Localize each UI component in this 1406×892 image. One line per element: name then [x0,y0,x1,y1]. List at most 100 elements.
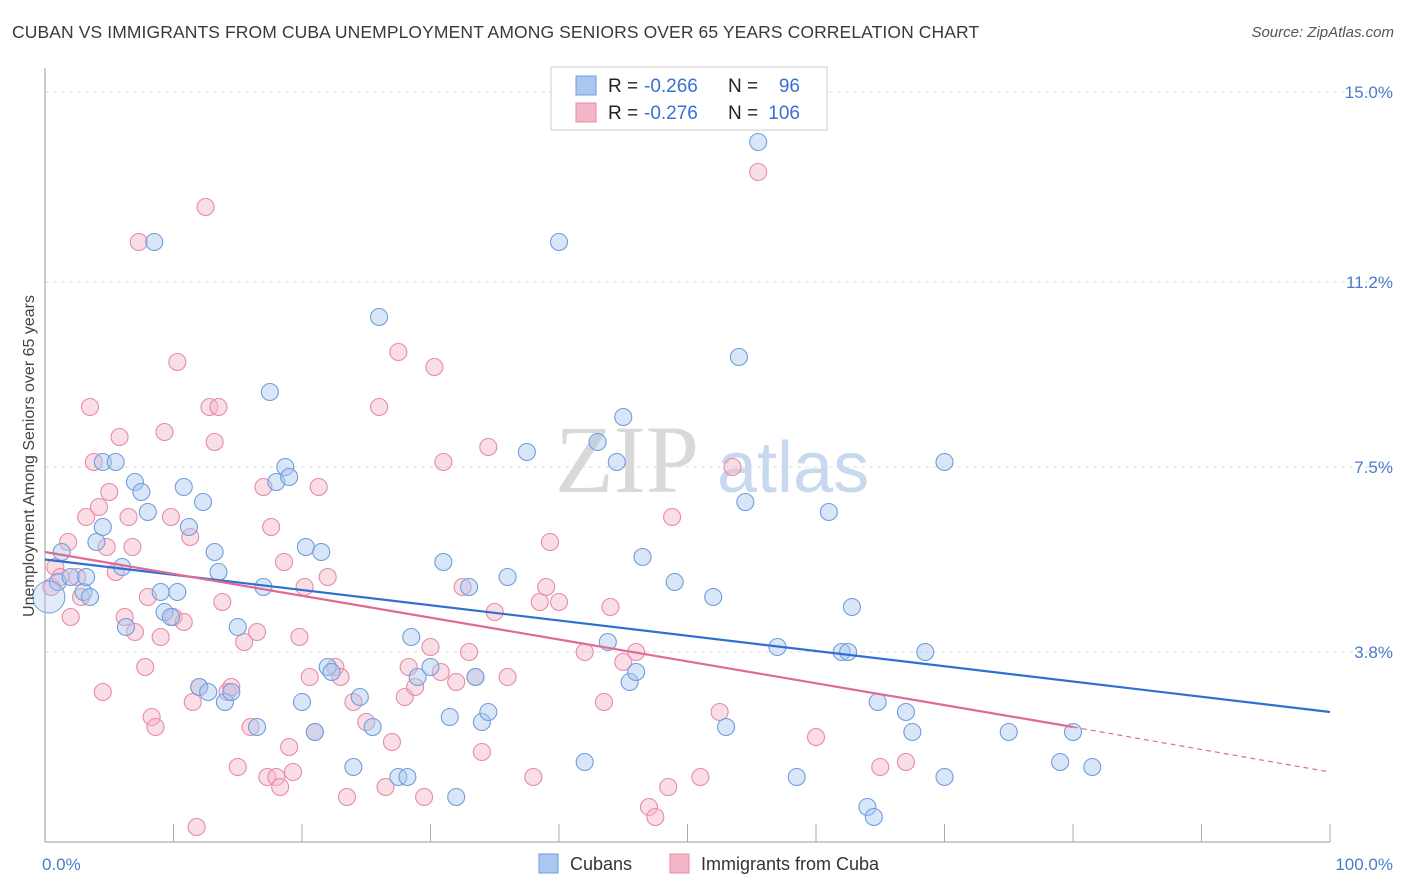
watermark: ZIP atlas [555,406,869,513]
y-axis-label: Unemployment Among Seniors over 65 years [21,295,38,617]
cubans-point-5 [80,587,100,607]
legend-r-value-1: -0.266 [644,76,698,97]
legend-swatch-cubans [575,75,597,96]
cubans-point-38 [305,722,324,742]
y-tick-label-3: 15.0% [1345,83,1393,102]
immigrants-point-7 [77,507,96,527]
cubans-point-4 [77,567,96,587]
cubans-point-11 [116,617,136,637]
immigrants-point-76 [434,452,453,472]
cubans-point-71 [716,717,736,737]
cubans-point-9 [106,452,125,472]
immigrants-point-96 [646,807,665,827]
cubans-point-56 [472,712,491,732]
immigrants-point-102 [749,162,768,182]
cubans-point-13 [132,482,151,502]
cubans-point-1 [52,542,71,562]
immigrants-point-105 [896,752,916,772]
immigrants-point-15 [110,427,129,447]
cubans-point-23 [194,492,213,512]
immigrants-point-35 [196,197,215,217]
immigrants-point-91 [594,692,614,712]
immigrants-point-23 [142,707,161,727]
legend-n-label-2: N = [728,103,758,124]
immigrants-point-4 [61,607,80,627]
series-legend-swatch-immigrants [669,853,690,874]
cubans-point-67 [627,662,646,682]
immigrants-point-26 [155,422,174,442]
cubans-point-19 [168,582,187,602]
cubans-point-21 [179,517,198,537]
immigrants-point-24 [146,717,165,737]
source-label: Source: ZipAtlas.com [1251,24,1394,41]
immigrants-point-78 [453,577,472,597]
cubans-point-15 [145,232,164,252]
immigrants-point-44 [241,717,260,737]
cubans-point-65 [614,407,633,427]
watermark-atlas: atlas [717,428,869,508]
cubans-point-24 [199,682,218,702]
cubans-point-22 [190,677,209,697]
immigrants-point-75 [431,662,450,682]
immigrants-point-89 [549,592,569,612]
immigrants-point-29 [168,352,187,372]
y-tick-label-2: 11.2% [1346,273,1393,292]
immigrants-point-45 [247,622,267,642]
cubans-point-72 [729,347,748,367]
immigrants-point-50 [271,777,290,797]
immigrants-point-54 [290,627,309,647]
cubans-point-8 [93,452,112,472]
immigrants-point-97 [659,777,678,797]
x-tick-label-1: 100.0% [1335,855,1393,874]
y-tick-label-0: 3.8% [1354,643,1393,662]
cubans-point-48 [402,627,421,647]
immigrants-point-68 [389,342,408,362]
immigrants-point-103 [806,727,826,747]
cubans-point-18 [161,607,180,627]
cubans-point-61 [575,752,594,772]
immigrants-point-65 [370,397,389,417]
immigrants-point-41 [222,677,241,697]
cubans-point-6 [87,532,106,552]
cubans-point-59 [517,442,536,462]
immigrants-point-37 [205,432,224,452]
cubans-point-76 [787,767,806,787]
immigrants-point-100 [710,702,729,722]
immigrants-point-55 [295,577,314,597]
immigrants-point-3 [59,532,78,552]
immigrants-point-49 [267,767,286,787]
cubans-point-52 [440,707,459,727]
immigrants-point-104 [871,757,890,777]
legend-n-value-1: 96 [779,76,800,97]
legend-r-label-2: R = [608,103,638,124]
cubans-point-54 [459,577,479,597]
stats-legend-box [550,66,828,131]
gridlines [45,91,1390,653]
cubans-point-62 [588,432,607,452]
immigrants-point-93 [614,652,633,672]
trend-line-immigrants [44,550,1074,729]
cubans-point-83 [868,692,887,712]
immigrants-point-66 [376,777,395,797]
immigrants-point-86 [530,592,549,612]
immigrants-point-20 [129,232,148,252]
immigrants-point-43 [235,632,254,652]
cubans-point-88 [935,767,954,787]
watermark-zip: ZIP [555,406,699,513]
cubans-point-84 [896,702,916,722]
cubans-point-74 [749,132,768,152]
immigrants-point-82 [479,437,498,457]
cubans-point-90 [1051,752,1070,772]
immigrants-point-77 [447,672,466,692]
cubans-point-49 [408,667,427,687]
cubans-point-27 [215,692,234,712]
cubans-point-92 [1083,757,1102,777]
cubans-point-73 [736,492,755,512]
immigrants-point-74 [425,357,444,377]
cubans-point-29 [228,617,247,637]
immigrants-point-72 [415,787,434,807]
series-legend-label-immigrants: Immigrants from Cuba [701,854,880,874]
cubans-point-89 [999,722,1018,742]
x-tick-label-0: 0.0% [42,855,81,874]
